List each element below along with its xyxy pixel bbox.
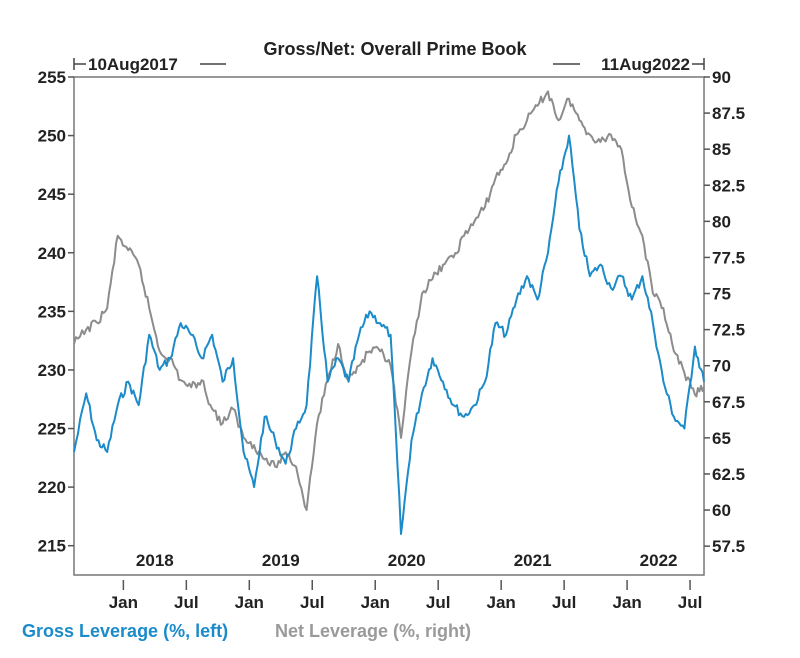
right-tick-label: 87.5 [712,104,745,123]
year-label: 2021 [514,551,552,570]
year-label: 2022 [640,551,678,570]
right-tick-label: 72.5 [712,321,745,340]
x-tick-label: Jan [235,593,264,612]
right-tick-label: 82.5 [712,176,745,195]
end-date-label: 11Aug2022 [601,55,690,74]
legend-gross: Gross Leverage (%, left) [22,621,228,641]
right-tick-label: 85 [712,140,731,159]
right-tick-label: 90 [712,68,731,87]
chart-title: Gross/Net: Overall Prime Book [263,39,527,59]
left-tick-label: 230 [38,361,66,380]
left-tick-label: 245 [38,185,66,204]
left-tick-label: 220 [38,478,66,497]
start-date-marker: 10Aug2017 [74,55,226,74]
x-tick-label: Jan [361,593,390,612]
right-tick-label: 77.5 [712,248,745,267]
left-tick-label: 235 [38,302,66,321]
year-label: 2020 [388,551,426,570]
x-tick-label: Jul [300,593,325,612]
right-tick-label: 75 [712,285,731,304]
end-date-marker: 11Aug2022 [553,55,704,74]
year-label: 2019 [262,551,300,570]
net-leverage-line [74,91,704,510]
year-label: 2018 [136,551,174,570]
right-tick-label: 80 [712,212,731,231]
left-tick-label: 215 [38,537,66,556]
x-tick-label: Jul [678,593,703,612]
left-tick-label: 250 [38,127,66,146]
right-tick-label: 62.5 [712,465,745,484]
plot-frame [74,77,704,575]
x-tick-label: Jan [612,593,641,612]
x-tick-label: Jul [174,593,199,612]
legend-net: Net Leverage (%, right) [275,621,471,641]
x-tick-label: Jan [109,593,138,612]
left-tick-label: 240 [38,244,66,263]
x-tick-label: Jan [487,593,516,612]
right-tick-label: 67.5 [712,393,745,412]
start-date-label: 10Aug2017 [88,55,178,74]
right-tick-label: 65 [712,429,731,448]
x-tick-label: Jul [552,593,577,612]
right-tick-label: 57.5 [712,537,745,556]
right-tick-label: 70 [712,357,731,376]
left-tick-label: 255 [38,68,66,87]
x-tick-label: Jul [426,593,451,612]
left-tick-label: 225 [38,420,66,439]
right-tick-label: 60 [712,501,731,520]
gross-leverage-line [74,136,704,534]
